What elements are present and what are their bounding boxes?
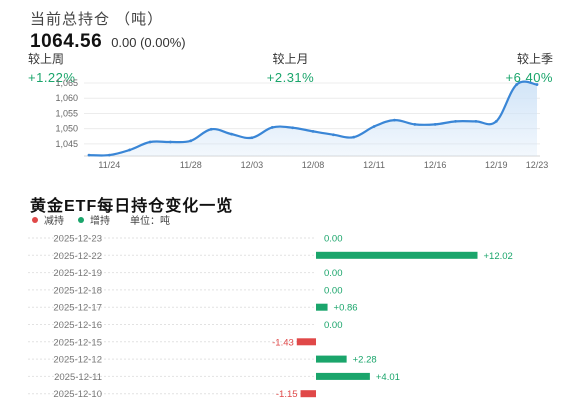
legend: 减持 增持 单位：吨 bbox=[32, 212, 170, 227]
data-point bbox=[515, 83, 519, 86]
stat-quarter: 较上季 +6.40% bbox=[506, 50, 553, 85]
x-tick-label: 12/11 bbox=[363, 160, 385, 170]
y-tick-label: 1,065 bbox=[55, 78, 78, 88]
data-point bbox=[209, 127, 213, 131]
bar-category-label: 2025-12-15 bbox=[53, 337, 102, 348]
bar-value-label: 0.00 bbox=[324, 268, 343, 279]
x-tick-label: 12/08 bbox=[302, 160, 325, 170]
x-tick-label: 11/28 bbox=[180, 160, 202, 170]
legend-increase: 增持 bbox=[78, 212, 110, 227]
bar-reduce bbox=[296, 338, 316, 346]
data-point bbox=[230, 132, 233, 136]
data-point bbox=[128, 148, 132, 152]
bar-value-label: 0.00 bbox=[324, 320, 343, 331]
bar-category-label: 2025-12-19 bbox=[53, 268, 102, 279]
bar-value-label: +2.28 bbox=[353, 355, 377, 366]
header-value-row: 1064.56 0.00 (0.00%) bbox=[30, 31, 186, 53]
data-point bbox=[148, 140, 152, 144]
bar-category-label: 2025-12-16 bbox=[53, 320, 102, 331]
reduce-dot-icon bbox=[32, 216, 38, 223]
bar-category-label: 2025-12-23 bbox=[53, 234, 102, 245]
data-point bbox=[270, 126, 274, 129]
bar-increase bbox=[316, 355, 347, 363]
data-point bbox=[291, 126, 295, 130]
bar-reduce bbox=[300, 390, 316, 398]
data-point bbox=[535, 83, 539, 86]
y-tick-label: 1,060 bbox=[55, 93, 78, 103]
x-tick-label: 11/24 bbox=[98, 160, 120, 170]
bar-value-label: +0.86 bbox=[334, 303, 358, 314]
bar-increase bbox=[316, 251, 478, 259]
data-point bbox=[474, 119, 478, 123]
period-stats: 较上周 +1.22% 较上月 +2.31% 较上季 +6.40% bbox=[28, 50, 553, 85]
data-point bbox=[169, 140, 172, 144]
data-point bbox=[250, 136, 254, 140]
holdings-header: 当前总持仓 （吨） 1064.56 0.00 (0.00%) bbox=[30, 8, 186, 53]
total-holdings-change: 0.00 (0.00%) bbox=[111, 35, 186, 50]
stat-month-value: +2.31% bbox=[266, 70, 315, 85]
stat-week: 较上周 +1.22% bbox=[28, 50, 75, 85]
legend-reduce-label: 减持 bbox=[44, 216, 64, 227]
stat-week-label: 较上周 bbox=[28, 52, 65, 66]
stat-quarter-value: +6.40% bbox=[505, 70, 553, 85]
data-point bbox=[494, 119, 498, 123]
y-tick-label: 1,055 bbox=[55, 108, 78, 118]
bar-value-label: -1.15 bbox=[276, 389, 298, 400]
stat-month: 较上月 +2.31% bbox=[267, 50, 314, 85]
bar-category-label: 2025-12-12 bbox=[53, 355, 102, 366]
stat-month-label: 较上月 bbox=[272, 52, 309, 66]
bar-category-label: 2025-12-18 bbox=[53, 285, 102, 296]
y-tick-label: 1,050 bbox=[55, 124, 78, 134]
bar-increase bbox=[316, 372, 370, 380]
header-title: 当前总持仓 （吨） bbox=[30, 11, 164, 28]
y-tick-label: 1,045 bbox=[55, 139, 78, 149]
bar-value-label: 0.00 bbox=[324, 234, 343, 245]
data-point bbox=[393, 118, 396, 122]
section-title: 黄金ETF每日持仓变化一览 bbox=[30, 198, 234, 215]
x-tick-label: 12/16 bbox=[424, 160, 447, 170]
x-tick-label: 12/03 bbox=[241, 160, 264, 170]
legend-reduce: 减持 bbox=[32, 212, 64, 227]
x-tick-label: 12/23 bbox=[526, 160, 549, 170]
data-point bbox=[331, 133, 335, 137]
total-holdings-value: 1064.56 bbox=[30, 31, 103, 52]
data-point bbox=[413, 122, 417, 126]
data-point bbox=[372, 125, 376, 128]
stat-quarter-label: 较上季 bbox=[516, 52, 553, 66]
increase-dot-icon bbox=[78, 216, 84, 223]
bar-category-label: 2025-12-22 bbox=[53, 251, 102, 262]
bar-value-label: -1.43 bbox=[272, 337, 294, 348]
data-point bbox=[107, 153, 111, 157]
legend-unit: 单位：吨 bbox=[130, 216, 170, 227]
legend-increase-label: 增持 bbox=[90, 216, 110, 227]
x-tick-label: 12/19 bbox=[485, 160, 508, 170]
data-point bbox=[189, 139, 193, 143]
data-point bbox=[433, 122, 437, 126]
bar-value-label: 0.00 bbox=[324, 285, 343, 296]
bar-value-label: +4.01 bbox=[376, 372, 400, 383]
data-point bbox=[454, 119, 457, 123]
holdings-area bbox=[89, 81, 537, 156]
data-point bbox=[87, 153, 91, 157]
bar-category-label: 2025-12-11 bbox=[54, 372, 102, 383]
bar-value-label: +12.02 bbox=[484, 251, 513, 262]
stat-week-value: +1.22% bbox=[28, 70, 76, 85]
bar-increase bbox=[316, 303, 328, 311]
bar-category-label: 2025-12-17 bbox=[53, 303, 102, 314]
bar-category-label: 2025-12-10 bbox=[53, 389, 102, 400]
daily-change-bar-chart: 2025-12-23 0.00 2025-12-22 +12.02 2025-12-19… bbox=[28, 234, 513, 400]
data-point bbox=[352, 135, 356, 139]
data-point bbox=[311, 129, 315, 133]
holdings-line-chart: 1,045 1,050 1,055 1,060 1,065 11/24 11/28 12/03… bbox=[55, 78, 549, 170]
